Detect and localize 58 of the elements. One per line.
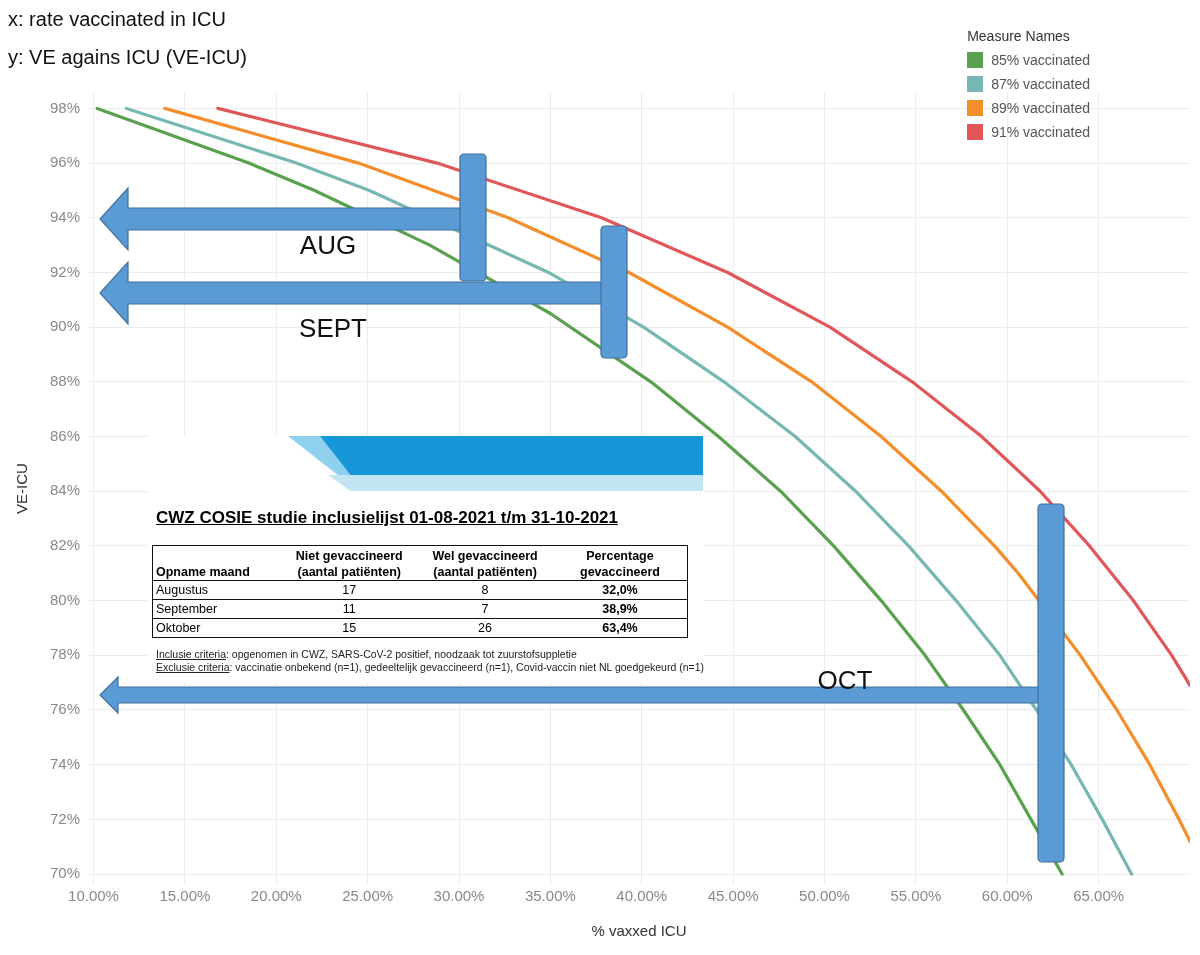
annotation: September [152,599,282,619]
y-tick-label: 70% [49,864,81,882]
y-tick-label: 90% [49,317,81,335]
annotation: 17 [281,580,418,600]
y-tick-label: 96% [49,153,81,171]
x-tick-label: 55.00% [890,887,942,905]
y-tick-label: 80% [49,590,81,608]
chart-subtitle: y: VE agains ICU (VE-ICU) [8,46,247,69]
x-tick-label: 20.00% [250,887,302,905]
legend-label: 87% vaccinated [991,76,1090,92]
annotation: CWZ COSIE studie inclusielijst 01-08-2021 t/m 31-10-2021 [156,508,619,528]
y-tick-label: 98% [49,98,81,116]
annotation: Niet gevaccineerd (aantal patiënten) [281,545,418,581]
y-tick-label: 88% [49,372,81,389]
x-tick-label: 10.00% [68,887,119,905]
y-axis-title: VE-ICU [13,463,31,514]
annotation: AUG [299,229,357,261]
legend-label: 89% vaccinated [991,100,1090,116]
annotation: Wel gevaccineerd (aantal patiënten) [417,545,553,581]
annotation: Exclusie criteria: vaccinatie onbekend (n=1), gedeeltelijk gevaccineerd (n=1), Covid-vaccin niet NL goedgekeurd (n=1) [156,661,704,673]
legend-label: 91% vaccinated [991,124,1090,140]
x-tick-label: 40.00% [616,887,668,905]
annotation: Percentage gevaccineerd [552,545,688,581]
annotation: Augustus [152,580,282,600]
annotation: OCT [817,664,873,696]
x-tick-label: 65.00% [1073,887,1125,905]
annotation: 63,4% [552,618,688,638]
annotation: SEPT [299,312,367,344]
y-tick-label: 86% [49,426,81,444]
x-axis-title: % vaxxed ICU [591,922,687,940]
x-tick-label: 15.00% [159,887,211,905]
y-tick-label: 76% [49,700,81,718]
annotation: 32,0% [552,580,688,600]
x-tick-label: 30.00% [433,887,485,905]
annotation: Oktober [152,618,282,638]
x-tick-label: 35.00% [524,887,576,905]
annotation: 7 [417,599,553,619]
x-tick-label: 50.00% [799,887,850,905]
y-tick-label: 78% [49,645,81,663]
annotation: Opname maand [152,545,282,581]
x-tick-label: 45.00% [707,887,759,905]
x-tick-label: 60.00% [981,887,1033,905]
y-tick-label: 84% [49,481,81,499]
annotation: 38,9% [552,599,688,619]
annotation: 8 [417,580,553,600]
annotation: 11 [281,599,418,619]
annotation: 26 [417,618,553,638]
legend-title: Measure Names [967,28,1071,44]
legend-label: 85% vaccinated [991,52,1090,68]
y-tick-label: 94% [49,207,81,225]
chart-title: x: rate vaccinated in ICU [8,8,226,31]
annotation: Inclusie criteria: opgenomen in CWZ, SARS-CoV-2 positief, noodzaak tot zuurstofsuppletie [156,648,577,660]
x-tick-label: 25.00% [342,887,394,905]
y-tick-label: 74% [49,754,81,772]
y-tick-label: 72% [49,809,81,827]
y-tick-label: 82% [49,536,81,554]
y-tick-label: 92% [49,262,81,280]
annotation: 15 [281,618,418,638]
